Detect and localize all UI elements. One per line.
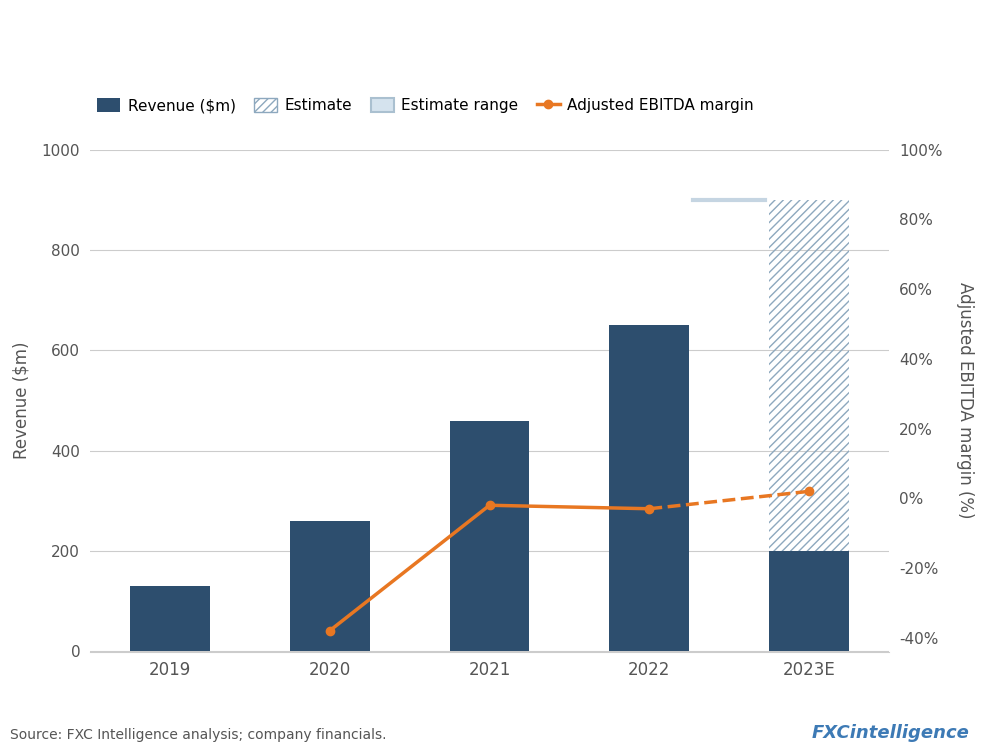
Text: Remitly forecasts rise in revenues, profitability in 2023: Remitly forecasts rise in revenues, prof… xyxy=(12,32,881,61)
Text: Remitly yearly revenues and EBITDA margin, 2019-2022 and 2023 est.: Remitly yearly revenues and EBITDA margi… xyxy=(12,79,651,97)
Bar xyxy=(769,200,849,551)
Bar xyxy=(290,521,370,651)
Y-axis label: Revenue ($m): Revenue ($m) xyxy=(13,342,31,459)
Text: Source: FXC Intelligence analysis; company financials.: Source: FXC Intelligence analysis; compa… xyxy=(10,727,387,742)
Legend: Revenue ($m), Estimate, Estimate range, Adjusted EBITDA margin: Revenue ($m), Estimate, Estimate range, … xyxy=(91,92,760,120)
Bar xyxy=(450,420,529,651)
Bar xyxy=(130,586,210,651)
Y-axis label: Adjusted EBITDA margin (%): Adjusted EBITDA margin (%) xyxy=(956,282,974,519)
Text: FXCintelligence: FXCintelligence xyxy=(811,724,969,742)
Bar xyxy=(769,551,849,651)
Bar xyxy=(609,325,689,651)
